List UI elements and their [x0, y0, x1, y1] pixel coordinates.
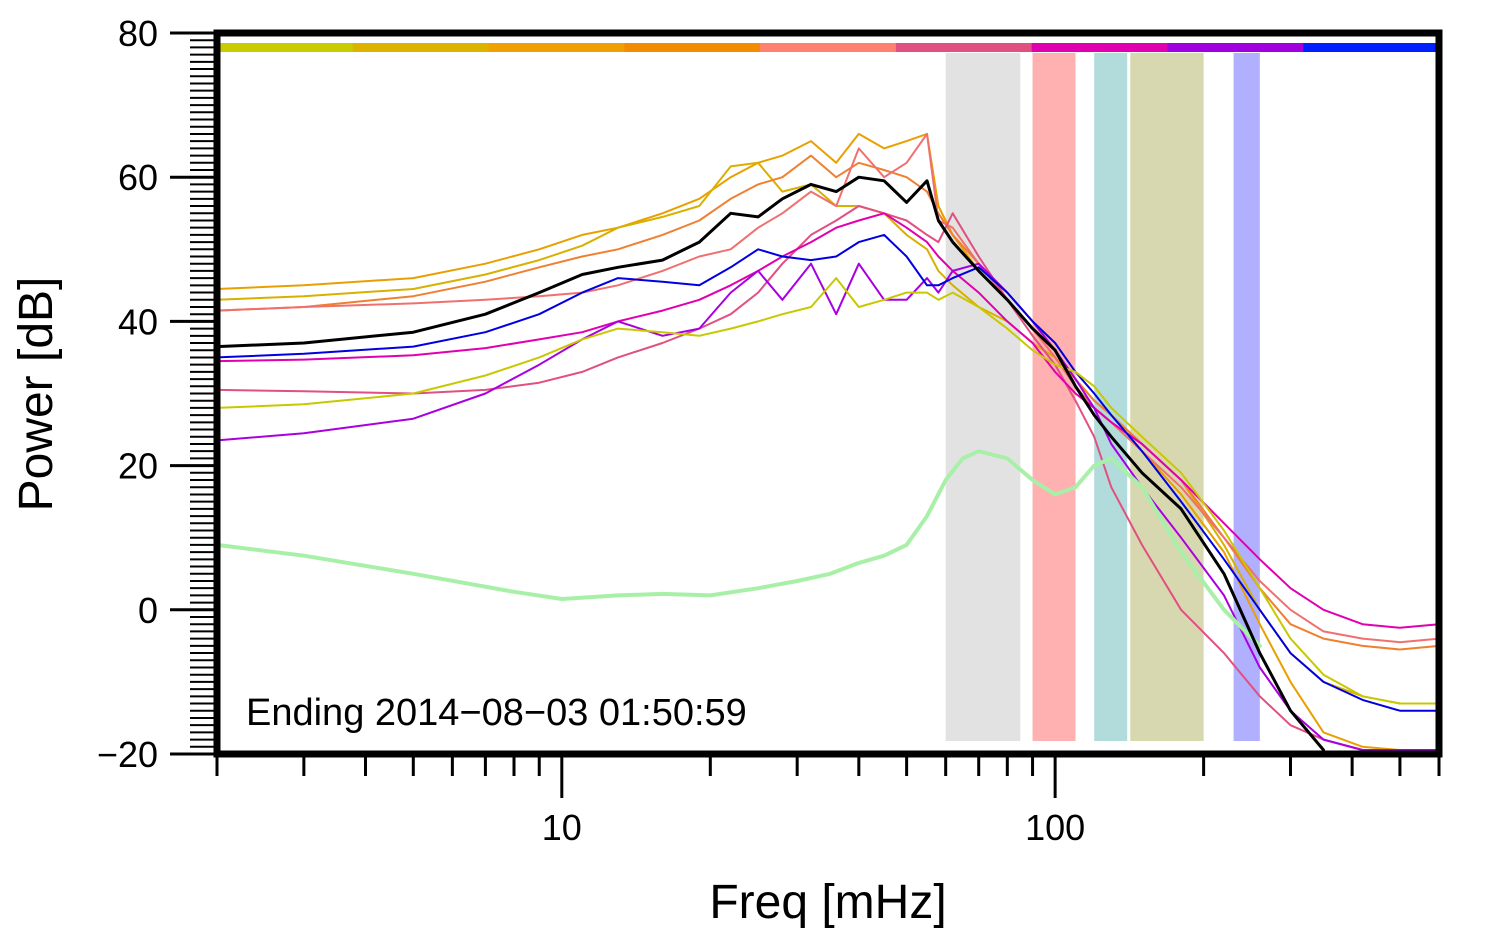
frequency-band — [945, 53, 1021, 741]
color-bar-segment — [488, 43, 625, 52]
series-lines — [215, 132, 1440, 752]
color-bar — [217, 43, 1440, 52]
color-bar-segment — [895, 43, 1033, 52]
color-bar-segment — [1167, 43, 1304, 52]
series-line-median — [215, 175, 1325, 752]
x-axis: 10 100 — [215, 754, 1441, 848]
x-tick-label: 10 — [542, 807, 582, 848]
frequency-band — [1233, 53, 1260, 741]
y-tick-label: −20 — [97, 734, 158, 775]
series-line-trace-5 — [216, 205, 1440, 751]
y-tick-label: 60 — [118, 157, 158, 198]
y-axis: 80 60 40 20 0 −20 — [97, 13, 217, 775]
color-bar-segment — [217, 43, 354, 52]
color-bar-segment — [352, 43, 490, 52]
color-bar-segment — [1303, 43, 1440, 52]
series-line-trace-6 — [216, 212, 1440, 629]
x-tick-label: 100 — [1025, 807, 1085, 848]
color-bar-segment — [1031, 43, 1168, 52]
x-axis-title: Freq [mHz] — [709, 876, 946, 929]
y-axis-title: Power [dB] — [10, 277, 63, 512]
series-line-trace-9 — [216, 277, 1440, 705]
frequency-band — [1032, 53, 1076, 741]
y-tick-label: 20 — [118, 446, 158, 487]
color-bar-segment — [624, 43, 761, 52]
y-tick-label: 0 — [138, 590, 158, 631]
series-line-trace-4 — [216, 132, 1440, 644]
series-line-trace-8 — [216, 233, 1440, 712]
ending-timestamp: Ending 2014−08−03 01:50:59 — [246, 692, 747, 734]
y-tick-label: 40 — [118, 301, 158, 342]
frequency-band — [1094, 53, 1128, 741]
y-tick-label: 80 — [118, 13, 158, 54]
series-line-noise-model — [215, 449, 1262, 648]
color-bar-segment — [760, 43, 897, 52]
series-line-trace-2 — [216, 161, 1440, 705]
frequency-band — [1130, 53, 1204, 741]
